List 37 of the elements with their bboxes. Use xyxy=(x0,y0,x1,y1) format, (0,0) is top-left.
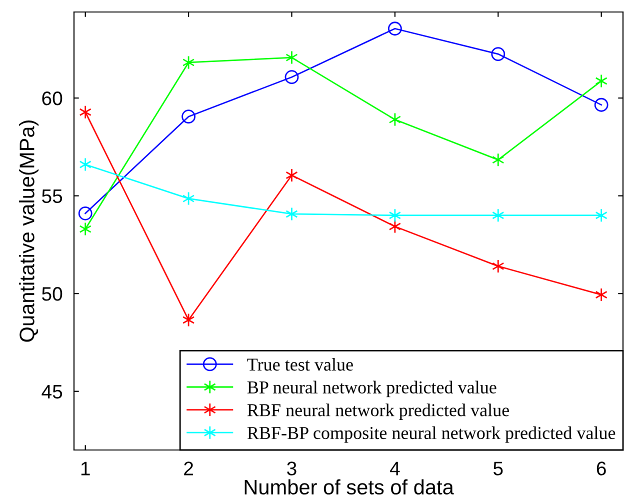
point xyxy=(388,220,402,234)
point xyxy=(492,259,504,274)
point xyxy=(595,208,608,222)
x-tick-label: 2 xyxy=(184,462,193,476)
point xyxy=(388,208,402,222)
point xyxy=(286,50,298,65)
x-tick-label: 1 xyxy=(81,462,90,476)
point xyxy=(595,288,608,302)
point xyxy=(492,208,504,222)
x-axis-title: Number of sets of data xyxy=(244,479,454,495)
point xyxy=(286,207,298,221)
y-tick-label: 45 xyxy=(42,385,62,399)
point xyxy=(491,47,506,61)
x-tick-label: 5 xyxy=(494,462,503,476)
y-tick-label: 50 xyxy=(42,287,62,301)
y-axis-title: Quantitative value(MPa) xyxy=(19,120,38,342)
point xyxy=(595,74,608,88)
y-tick-label: 55 xyxy=(42,189,62,204)
point xyxy=(388,112,402,126)
point xyxy=(492,152,504,167)
point xyxy=(182,110,196,124)
point xyxy=(79,222,92,236)
point xyxy=(388,22,402,36)
legend-label: RBF-BP composite neural network predicted value xyxy=(247,426,616,443)
legend-label: BP neural network predicted value xyxy=(247,380,496,398)
legend-label: RBF neural network predicted value xyxy=(247,404,509,420)
x-tick-label: 6 xyxy=(596,462,606,476)
point xyxy=(79,105,92,120)
y-tick-label: 60 xyxy=(42,92,62,106)
point xyxy=(78,206,92,220)
legend-label: True test value xyxy=(247,358,353,371)
point xyxy=(79,158,92,172)
point xyxy=(286,168,298,182)
point xyxy=(594,98,608,112)
x-tick-label: 4 xyxy=(390,462,400,476)
x-tick-label: 3 xyxy=(287,462,296,476)
point xyxy=(284,70,299,84)
